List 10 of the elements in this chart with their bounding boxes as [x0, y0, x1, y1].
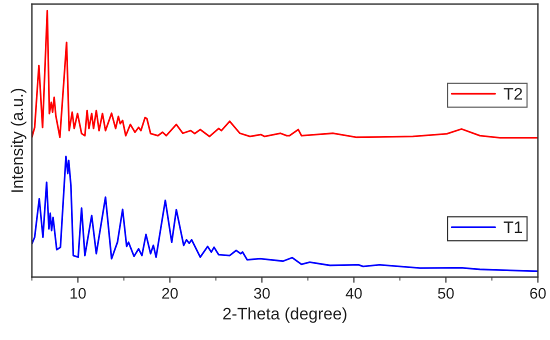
y-axis-title: Intensity (a.u.): [10, 88, 26, 192]
legend-label: T1: [504, 222, 522, 234]
x-tick-label: 10: [70, 288, 86, 299]
x-tick-label: 20: [162, 288, 178, 299]
x-tick-label: 50: [438, 288, 454, 299]
x-tick-label: 60: [530, 288, 546, 299]
legend-label: T2: [504, 88, 522, 100]
x-tick-label: 40: [346, 288, 362, 299]
x-axis-title: 2-Theta (degree): [223, 307, 346, 323]
x-tick-label: 30: [254, 288, 270, 299]
